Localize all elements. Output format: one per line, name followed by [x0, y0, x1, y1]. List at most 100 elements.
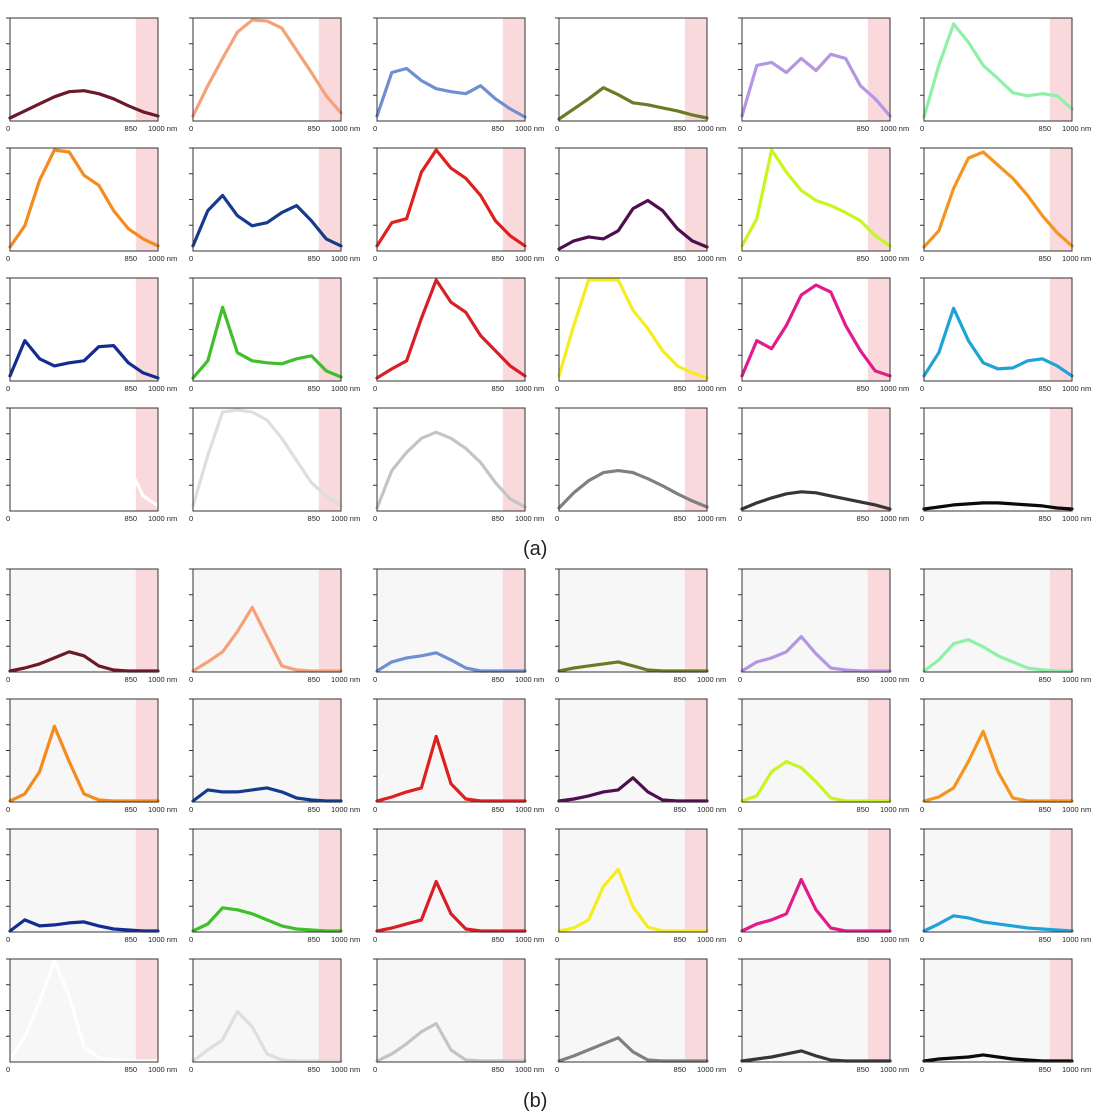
nir-band [1049, 408, 1072, 511]
plot-frame [558, 17, 708, 122]
x-tick-label-end: 1000 nm [515, 254, 544, 263]
plot-background [559, 569, 707, 672]
spectrum-line [922, 501, 1074, 511]
x-tick-label-850: 850 [492, 254, 505, 263]
x-tick-label-850: 850 [492, 124, 505, 133]
spectrum-line [191, 605, 343, 673]
x-tick-label-850: 850 [1039, 935, 1052, 944]
plot-frame [923, 828, 1073, 933]
spectrum-line [191, 305, 343, 380]
nir-band [318, 959, 341, 1062]
x-tick-label-end: 1000 nm [880, 514, 909, 523]
x-tick-label-start: 0 [738, 384, 742, 393]
x-tick-label-850: 850 [1039, 1065, 1052, 1074]
x-tick-label-end: 1000 nm [515, 935, 544, 944]
x-tick-label-start: 0 [189, 1065, 193, 1074]
nir-band [502, 699, 525, 802]
spectrum-plot: 0 850 1000 nm [189, 407, 360, 523]
plot-background [10, 829, 158, 932]
spectrum-plot: 0 850 1000 nm [189, 698, 360, 814]
plot-background [10, 699, 158, 802]
plot-frame [923, 698, 1073, 803]
spectrum-line [8, 89, 160, 120]
x-tick-label-850: 850 [308, 254, 321, 263]
x-tick-label-end: 1000 nm [880, 384, 909, 393]
spectrum-plot: 0 850 1000 nm [6, 828, 177, 944]
plot-background [742, 699, 890, 802]
spectrum-plot: 0 850 1000 nm [555, 407, 726, 523]
x-tick-label-start: 0 [6, 124, 10, 133]
x-tick-label-start: 0 [920, 805, 924, 814]
panel-a: 0 850 1000 nm 0 850 1000 nm 0 850 1000 nm 0 850 100… [6, 17, 1091, 523]
nir-band [135, 569, 158, 672]
x-tick-label-end: 1000 nm [880, 124, 909, 133]
plot-frame [558, 407, 708, 512]
spectrum-line [740, 283, 892, 378]
x-tick-label-start: 0 [6, 675, 10, 684]
x-tick-label-start: 0 [920, 384, 924, 393]
spectrum-plot: 0 850 1000 nm [555, 277, 726, 393]
x-tick-label-start: 0 [373, 675, 377, 684]
spectrum-plot: 0 850 1000 nm [6, 277, 177, 393]
x-tick-label-850: 850 [674, 675, 687, 684]
spectrum-line [922, 638, 1074, 673]
plot-frame [558, 958, 708, 1063]
spectrum-line [375, 651, 527, 673]
x-tick-label-start: 0 [6, 1065, 10, 1074]
nir-band [135, 959, 158, 1062]
x-tick-label-start: 0 [373, 805, 377, 814]
plot-background [377, 148, 525, 251]
x-tick-label-850: 850 [674, 935, 687, 944]
x-tick-label-850: 850 [674, 384, 687, 393]
x-tick-label-end: 1000 nm [148, 805, 177, 814]
x-tick-label-end: 1000 nm [331, 254, 360, 263]
spectrum-plot: 0 850 1000 nm [189, 828, 360, 944]
spectrum-plot: 0 850 1000 nm [555, 568, 726, 684]
nir-band [318, 278, 341, 381]
nir-band [684, 18, 707, 121]
spectrum-line [375, 879, 527, 933]
spectrum-plot: 0 850 1000 nm [555, 958, 726, 1074]
plot-frame [741, 147, 891, 252]
x-tick-label-850: 850 [125, 514, 138, 523]
x-tick-label-start: 0 [373, 124, 377, 133]
x-tick-label-850: 850 [308, 124, 321, 133]
x-tick-label-end: 1000 nm [515, 1065, 544, 1074]
x-tick-label-end: 1000 nm [880, 254, 909, 263]
x-tick-label-end: 1000 nm [880, 935, 909, 944]
x-tick-label-start: 0 [920, 935, 924, 944]
spectrum-line [191, 1009, 343, 1063]
plot-background [924, 959, 1072, 1062]
spectrum-plot: 0 850 1000 nm [555, 147, 726, 263]
nir-band [135, 699, 158, 802]
plot-frame [741, 958, 891, 1063]
plot-frame [9, 958, 159, 1063]
spectrum-line [191, 18, 343, 118]
plot-frame [376, 407, 526, 512]
spectrum-plot: 0 850 1000 nm [373, 407, 544, 523]
spectrum-plot: 0 850 1000 nm [920, 568, 1091, 684]
plot-frame [923, 17, 1073, 122]
x-tick-label-end: 1000 nm [697, 675, 726, 684]
nir-band [318, 408, 341, 511]
spectrum-plot: 0 850 1000 nm [6, 698, 177, 814]
x-tick-label-850: 850 [1039, 124, 1052, 133]
plot-background [742, 959, 890, 1062]
x-tick-label-start: 0 [6, 935, 10, 944]
x-tick-label-start: 0 [373, 935, 377, 944]
x-tick-label-850: 850 [857, 384, 870, 393]
spectrum-plot: 0 850 1000 nm [373, 147, 544, 263]
spectrum-line [375, 1021, 527, 1063]
x-tick-label-850: 850 [125, 935, 138, 944]
spectrum-plot: 0 850 1000 nm [189, 568, 360, 684]
x-tick-label-850: 850 [857, 675, 870, 684]
plot-frame [558, 568, 708, 673]
spectrum-line [740, 148, 892, 248]
plot-frame [741, 698, 891, 803]
x-tick-label-850: 850 [125, 384, 138, 393]
x-tick-label-850: 850 [674, 124, 687, 133]
x-tick-label-850: 850 [1039, 514, 1052, 523]
x-tick-label-end: 1000 nm [697, 514, 726, 523]
x-tick-label-850: 850 [674, 254, 687, 263]
